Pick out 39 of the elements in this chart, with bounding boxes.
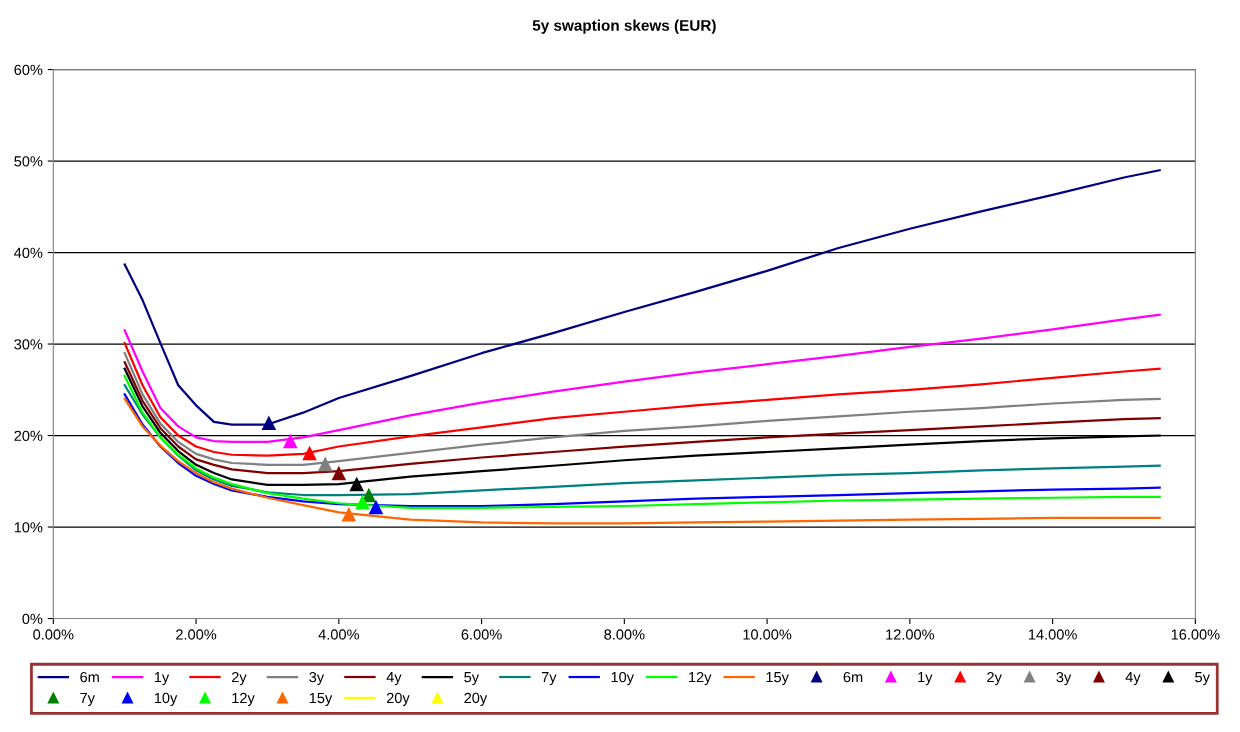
legend-label: 7y	[80, 692, 95, 707]
legend-label: 4y	[1125, 672, 1141, 686]
legend-label: 1y	[154, 672, 170, 686]
legend-label: 5y	[464, 672, 480, 686]
legend-label: 12y	[232, 692, 255, 707]
legend-label: 3y	[1056, 671, 1072, 686]
legend-label: 10y	[154, 692, 178, 707]
legend-label: 6m	[80, 671, 99, 683]
y-tick-label: 30%	[14, 339, 43, 350]
legend-label: 1y	[918, 672, 933, 686]
y-tick-label: 20%	[14, 430, 43, 441]
x-tick-label: 14.00%	[1028, 629, 1077, 640]
legend-label: 5y	[1195, 672, 1210, 686]
y-tick-label: 10%	[14, 522, 43, 533]
legend-label: 2y	[987, 671, 1002, 686]
legend-label: 12y	[689, 671, 712, 686]
legend-label: 7y	[541, 672, 557, 686]
legend-label: 15y	[309, 692, 333, 707]
y-tick-label: 40%	[14, 247, 43, 258]
legend-label: 20y	[386, 692, 410, 707]
legend-label: 20y	[464, 692, 488, 707]
y-tick-label: 50%	[14, 156, 43, 167]
y-tick-label: 0%	[22, 613, 43, 624]
legend-label: 4y	[386, 672, 402, 686]
x-tick-label: 4.00%	[318, 629, 359, 640]
legend-label: 10y	[611, 671, 634, 686]
legend-label: 15y	[766, 672, 789, 686]
x-tick-label: 12.00%	[886, 629, 935, 640]
x-tick-label: 10.00%	[743, 629, 792, 640]
y-tick-label: 60%	[14, 64, 43, 75]
x-tick-label: 16.00%	[1171, 629, 1220, 640]
legend-label: 2y	[231, 671, 247, 686]
x-tick-label: 2.00%	[176, 629, 217, 640]
legend-label: 6m	[843, 671, 863, 683]
x-tick-label: 8.00%	[604, 629, 645, 640]
x-tick-label: 0.00%	[33, 629, 74, 640]
chart-title: 5y swaption skews (EUR)	[532, 19, 716, 34]
x-tick-label: 6.00%	[461, 629, 502, 640]
legend-label: 3y	[309, 671, 325, 686]
